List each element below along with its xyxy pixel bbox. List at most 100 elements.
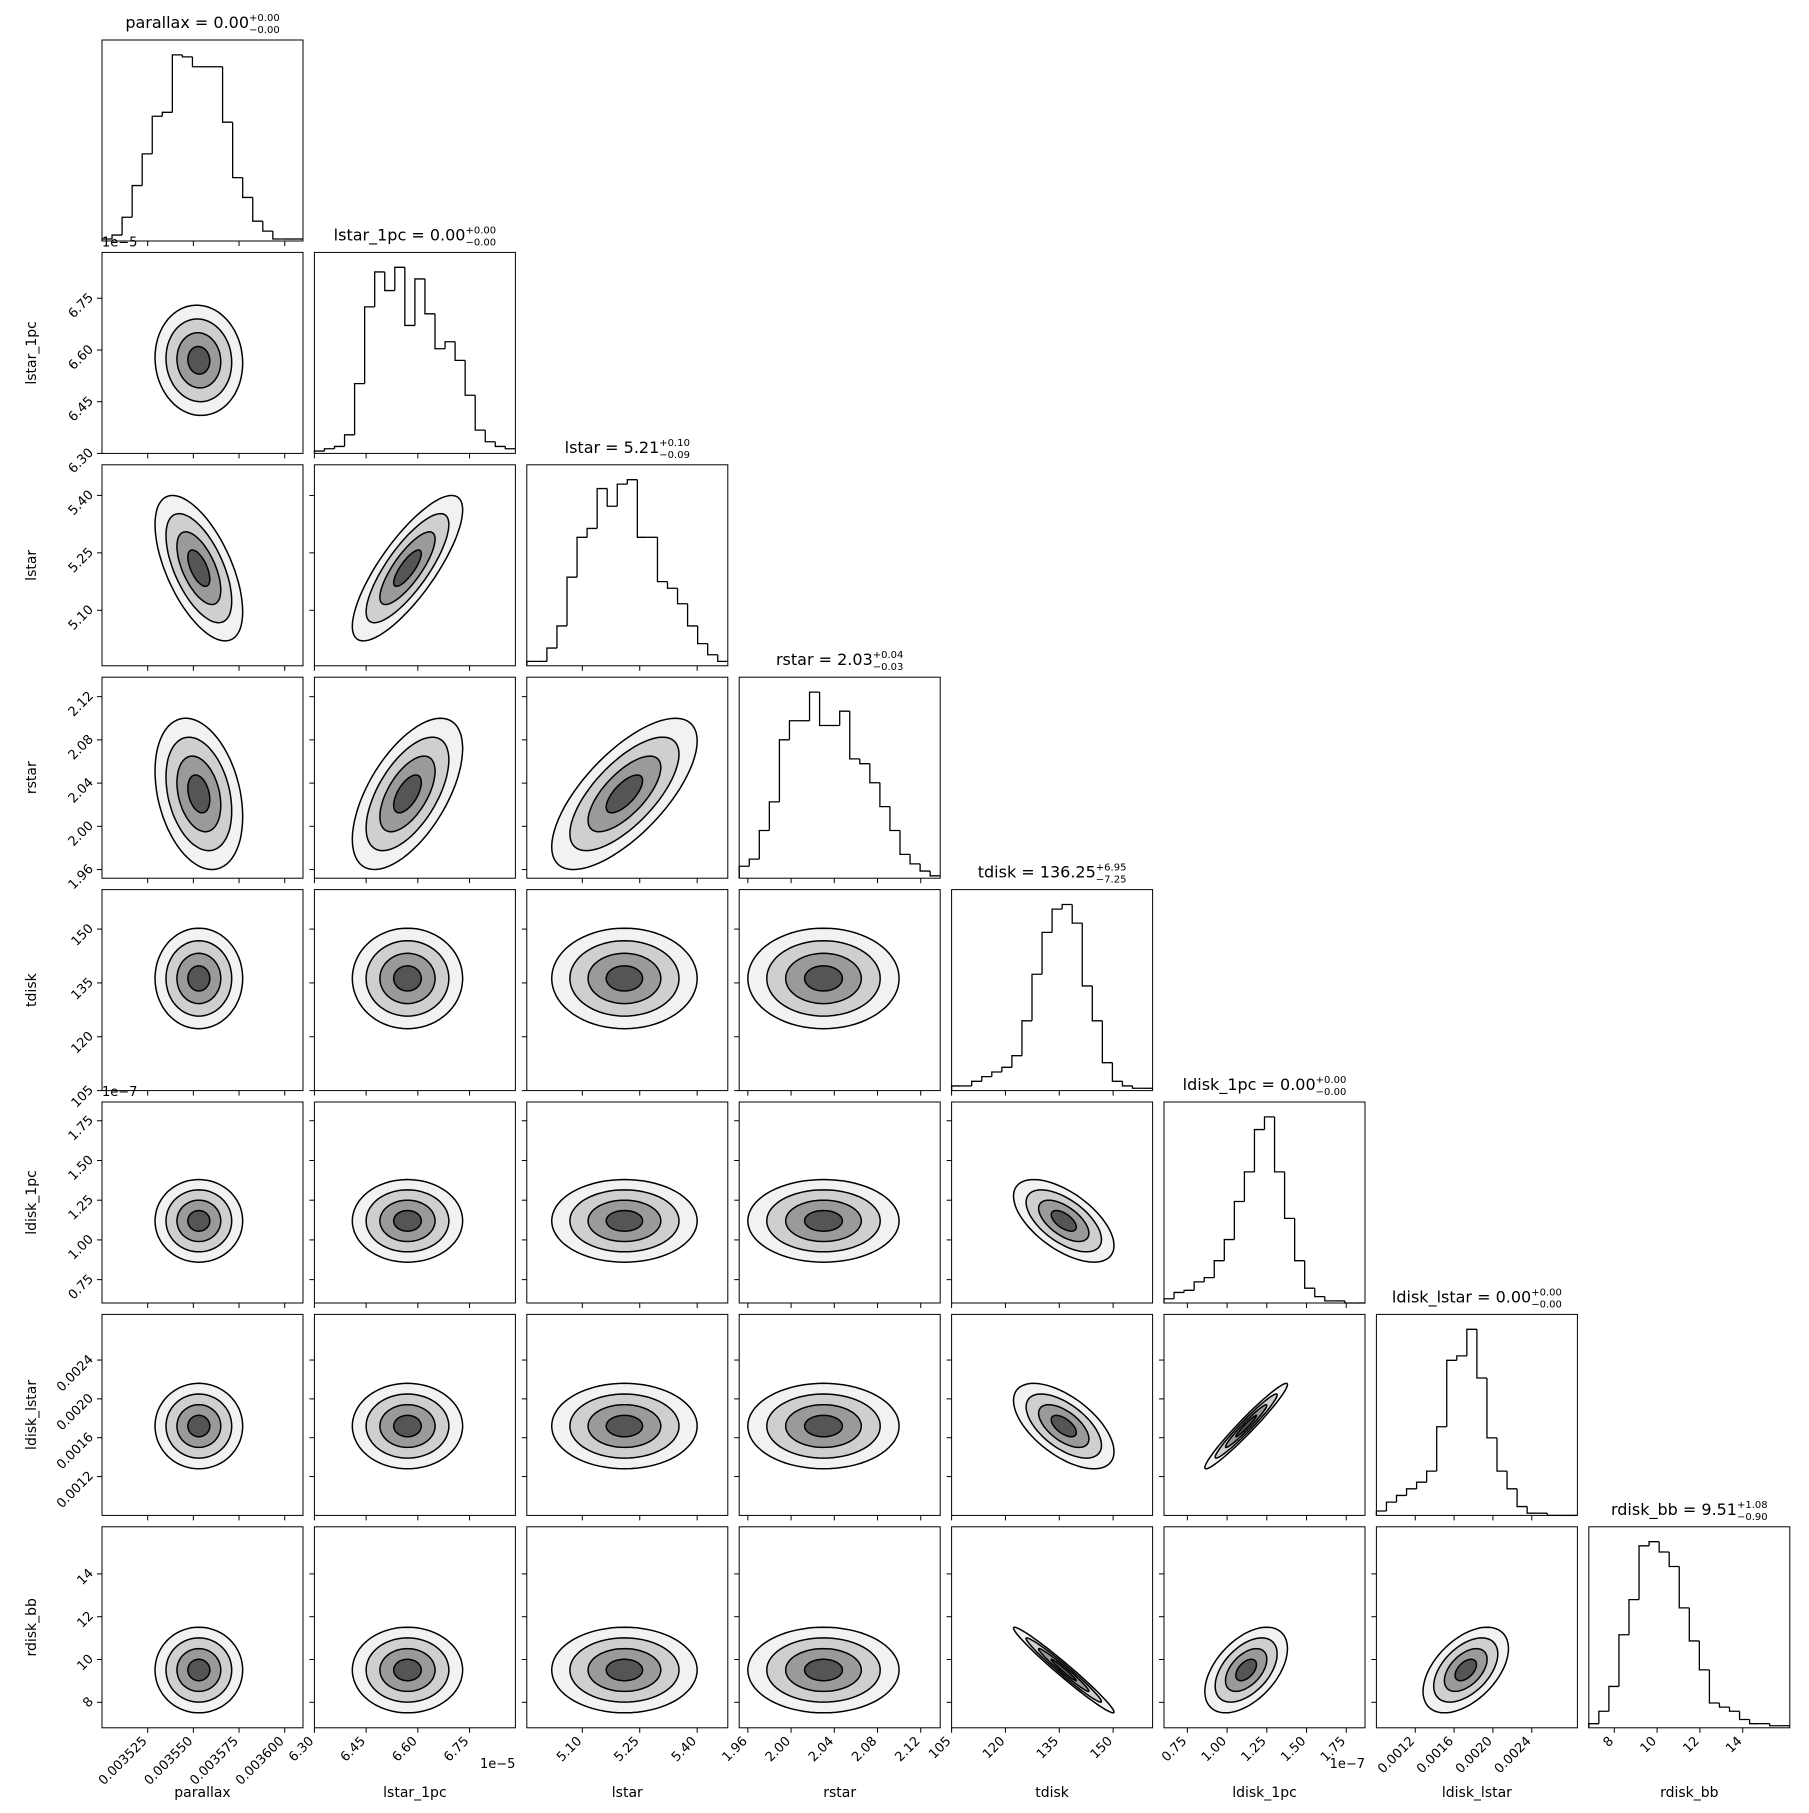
y-axis-label: ldisk_lstar	[24, 1380, 40, 1450]
panel	[526, 464, 729, 671]
hist-bin	[1688, 1607, 1700, 1642]
hist-bin	[971, 1080, 982, 1086]
hist-bin	[121, 216, 133, 236]
hist-bin	[808, 691, 820, 721]
y-tick-label: 10	[75, 1652, 97, 1674]
panel-frame	[1163, 1101, 1366, 1304]
hist-bin	[454, 341, 466, 361]
hist-bin	[1618, 1634, 1629, 1687]
contour	[1050, 1414, 1078, 1438]
panel: 1.96 2.00 2.04 2.08 2.12	[66, 676, 304, 893]
hist-bin	[1395, 1494, 1407, 1503]
x-tick-label: 5.40	[669, 1734, 700, 1765]
y-tick-label: 1.75	[66, 1113, 97, 1144]
hist-bin	[1769, 1723, 1780, 1727]
x-tick-label: 12	[1680, 1734, 1702, 1756]
contours	[351, 1626, 464, 1714]
hist-bin	[1668, 1552, 1680, 1568]
hist-bin	[1748, 1719, 1760, 1725]
panel	[521, 676, 729, 884]
y-tick-label: 0.0024	[54, 1352, 97, 1395]
panel-frame	[313, 1313, 516, 1516]
hist-bin	[586, 527, 598, 538]
panel-frame	[526, 464, 729, 667]
panel: 1.96 2.00 2.04 2.08 2.12	[720, 1526, 941, 1765]
contour	[803, 1209, 844, 1232]
hist-bin	[1385, 1501, 1397, 1511]
x-tick-label: 2.12	[892, 1734, 923, 1765]
panel	[738, 676, 941, 884]
panel-frame	[101, 889, 304, 1092]
y-axis-label: lstar	[24, 550, 40, 581]
hist-bin	[374, 271, 385, 307]
panel	[946, 1101, 1154, 1308]
panel-frame	[101, 464, 304, 667]
title-lower: −0.90	[1737, 1512, 1768, 1523]
contour	[392, 965, 423, 992]
hist-bin	[1516, 1488, 1528, 1508]
panel-frame	[313, 889, 516, 1092]
x-tick-label: 0.0024	[1492, 1734, 1535, 1777]
y-axis-label: lstar_1pc	[24, 321, 40, 385]
contours	[1422, 1626, 1510, 1714]
panel-frame	[1375, 1526, 1578, 1729]
hist-bin	[1173, 1291, 1185, 1299]
panel	[313, 251, 516, 459]
y-tick-label: 2.08	[66, 732, 97, 763]
hist-bin	[676, 588, 688, 605]
hist-bin	[262, 221, 273, 232]
hist-bin	[404, 267, 415, 327]
contours	[351, 1382, 464, 1470]
hist-bin	[991, 1071, 1002, 1077]
y-tick-label: 105	[69, 1083, 97, 1111]
hist-bin	[1405, 1488, 1417, 1496]
panel: 105 120 135 150	[69, 889, 304, 1111]
x-offset-label: 1e−5	[480, 1757, 515, 1772]
contour	[392, 1414, 423, 1438]
contours	[550, 1626, 698, 1714]
hist-bin	[778, 739, 790, 802]
hist-bin	[768, 801, 780, 831]
contours	[351, 1178, 464, 1263]
hist-bin	[1041, 931, 1053, 975]
x-axis-label: lstar	[612, 1785, 643, 1801]
hist-bin	[232, 122, 243, 179]
contour	[1050, 1658, 1078, 1682]
y-axis-label: ldisk_1pc	[24, 1170, 40, 1235]
title-main: ldisk_1pc = 0.00	[1183, 1075, 1316, 1095]
hist-bin	[636, 479, 648, 538]
contours	[351, 717, 464, 871]
contours	[154, 1382, 244, 1470]
hist-bin	[444, 341, 456, 349]
panel-frame	[526, 889, 729, 1092]
hist-bin	[1031, 973, 1043, 1021]
contours	[154, 717, 244, 871]
hist-bin	[1101, 1020, 1113, 1064]
hist-bin	[343, 434, 355, 447]
contour	[187, 345, 211, 375]
hist-bin	[526, 660, 537, 666]
panel-title: lstar = 5.21+0.10 −0.09	[565, 438, 690, 461]
panel-frame	[526, 1526, 729, 1729]
contour	[605, 774, 644, 814]
panel	[309, 464, 516, 671]
panel-frame	[1588, 1526, 1791, 1729]
hist-bin	[1526, 1506, 1538, 1514]
hist-bin	[171, 54, 183, 113]
x-tick-label: 1.25	[1239, 1734, 1270, 1765]
hist-bin	[596, 487, 608, 529]
y-axis-label: tdisk	[24, 972, 40, 1007]
panel-frame	[101, 39, 304, 242]
x-tick-label: 0.0016	[1414, 1734, 1457, 1777]
y-tick-label: 150	[69, 921, 97, 949]
x-tick-label: 14	[1723, 1734, 1745, 1756]
contour	[187, 549, 211, 588]
title-upper: +0.10	[659, 438, 690, 449]
y-tick-label: 5.10	[66, 603, 97, 634]
hist-bin	[606, 488, 618, 507]
panel-title: rdisk_bb = 9.51+1.08 −0.90	[1611, 1500, 1768, 1523]
hist-bin	[686, 603, 698, 627]
y-tick-label: 120	[69, 1029, 97, 1057]
